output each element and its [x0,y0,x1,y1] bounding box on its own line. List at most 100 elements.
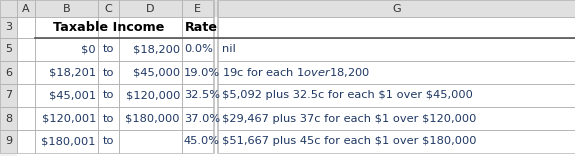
Bar [17,84,35,107]
Bar [213,107,218,130]
Bar [119,61,182,84]
Text: D: D [146,3,155,14]
Text: $45,000: $45,000 [133,68,180,78]
Text: nil: nil [222,44,236,54]
Bar [17,17,35,38]
Text: 6: 6 [5,68,12,78]
Bar [218,130,575,153]
Bar [98,84,119,107]
Bar [182,38,213,61]
Text: C: C [105,3,112,14]
Bar [35,61,98,84]
Text: $45,001: $45,001 [49,90,96,100]
Bar [35,38,98,61]
Bar [0,61,17,84]
Bar [182,84,213,107]
Bar [218,0,575,17]
Bar [98,84,119,107]
Bar [182,107,213,130]
Bar [119,130,182,153]
Bar [0,130,17,153]
Text: 7: 7 [5,90,12,100]
Text: Rate: Rate [185,21,218,34]
Text: $180,001: $180,001 [41,136,96,146]
Bar [213,84,218,107]
Bar [218,84,575,107]
Bar [182,38,213,61]
Bar [119,17,182,38]
Text: 45.0%: 45.0% [184,136,220,146]
Bar [218,61,575,84]
Bar [35,0,98,17]
Bar [98,107,119,130]
Bar [0,107,17,130]
Bar [119,107,182,130]
Bar [98,130,119,153]
Bar [35,84,98,107]
Bar [119,0,182,17]
Bar [0,61,17,84]
Text: 8: 8 [5,114,12,124]
Bar [0,107,17,130]
Bar [35,61,98,84]
Text: $120,000: $120,000 [125,90,180,100]
Bar [213,17,218,38]
Bar [98,38,119,61]
Text: 0.0%: 0.0% [184,44,213,54]
Text: $5,092 plus 32.5c for each $1 over $45,000: $5,092 plus 32.5c for each $1 over $45,0… [222,90,473,100]
Text: $51,667 plus 45c for each $1 over $180,000: $51,667 plus 45c for each $1 over $180,0… [222,136,477,146]
Bar [98,61,119,84]
Bar [98,17,119,38]
Bar [182,17,213,38]
Bar [0,38,17,61]
Bar [182,0,213,17]
Bar [17,61,35,84]
Bar [35,38,98,61]
Bar [35,17,98,38]
Text: to: to [103,90,114,100]
Bar [218,0,575,17]
Bar [119,38,182,61]
Text: 19c for each $1 over $18,200: 19c for each $1 over $18,200 [222,66,370,79]
Bar [218,17,575,38]
Bar [182,107,213,130]
Bar [98,0,119,17]
Text: $120,001: $120,001 [41,114,96,124]
Bar [17,130,35,153]
Bar [119,84,182,107]
Bar [0,17,17,38]
Text: to: to [103,68,114,78]
Bar [119,17,182,38]
Bar [17,130,35,153]
Bar [218,84,575,107]
Bar [35,17,98,38]
Text: 37.0%: 37.0% [184,114,220,124]
Bar [119,84,182,107]
Text: 3: 3 [5,22,12,32]
Bar [182,61,213,84]
Bar [98,61,119,84]
Bar [119,130,182,153]
Bar [218,61,575,84]
Bar [218,38,575,61]
Text: 19.0%: 19.0% [184,68,220,78]
Bar [0,130,17,153]
Text: $180,000: $180,000 [125,114,180,124]
Bar [17,61,35,84]
Text: $0: $0 [82,44,96,54]
Text: to: to [103,136,114,146]
Bar [17,38,35,61]
Bar [218,107,575,130]
Bar [17,84,35,107]
Bar [17,107,35,130]
Bar [35,107,98,130]
Bar [35,84,98,107]
Text: Taxable Income: Taxable Income [53,21,164,34]
Text: $29,467 plus 37c for each $1 over $120,000: $29,467 plus 37c for each $1 over $120,0… [222,114,476,124]
Bar [119,61,182,84]
Bar [0,0,17,17]
Text: $18,200: $18,200 [133,44,180,54]
Bar [0,17,17,38]
Text: B: B [63,3,70,14]
Bar [0,84,17,107]
